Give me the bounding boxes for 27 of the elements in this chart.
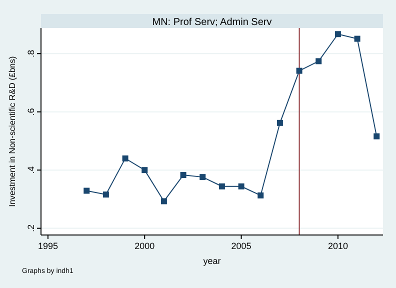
y-tick-label: .4 [26,166,36,174]
point [276,120,283,126]
point [160,198,167,204]
point [316,58,322,64]
chart-title: MN: Prof Serv; Admin Serv [152,17,272,28]
point [122,155,128,162]
point [84,188,90,194]
point [296,68,302,74]
point [334,31,341,38]
point [102,192,109,198]
point [258,192,264,198]
point [354,36,360,42]
x-tick-label: 2005 [231,241,252,251]
point [200,174,206,180]
x-tick-label: 1995 [38,241,58,251]
point [142,167,148,174]
point [180,172,186,178]
point [238,183,244,190]
y-tick-label: .2 [26,224,36,232]
y-axis-title: Investment in Non-scientific R&D (£bns) [7,56,17,207]
x-tick-label: 2010 [328,241,348,251]
point [218,183,225,190]
y-tick-label: .6 [26,108,36,116]
x-tick-label: 2000 [134,241,155,251]
y-tick-label: .8 [26,50,36,58]
x-axis-title: year [203,256,221,266]
point [374,133,380,140]
